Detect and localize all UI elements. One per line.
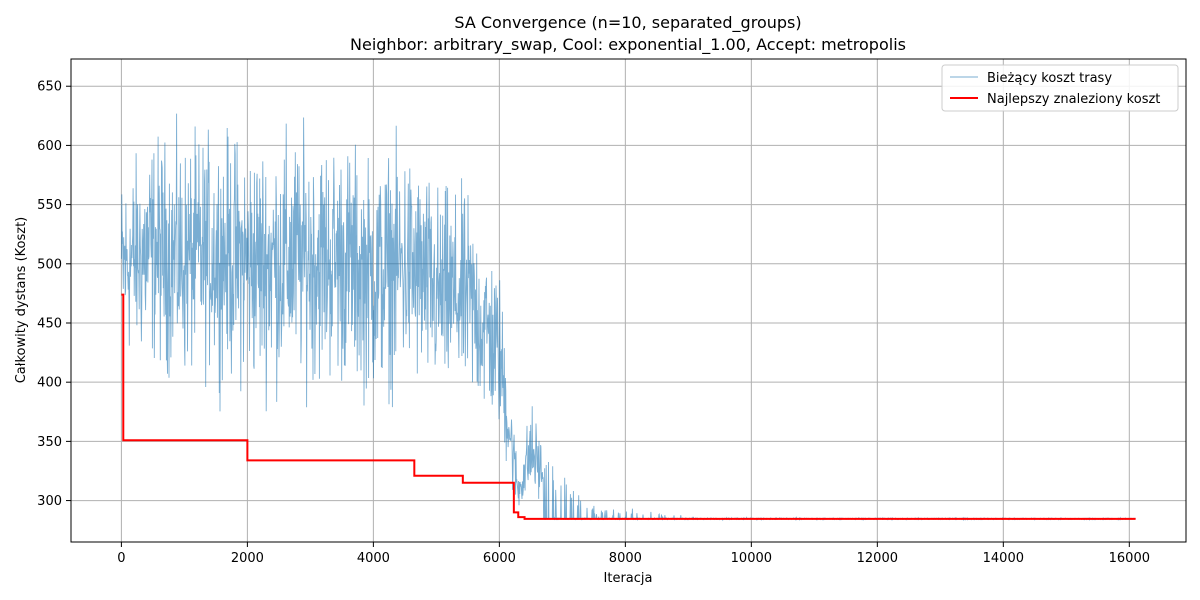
grid-lines [71,59,1186,542]
x-tick-label: 14000 [983,551,1024,566]
legend-box [941,64,1179,112]
legend: Bieżący koszt trasy Najlepszy znaleziony… [941,64,1179,112]
y-axis-ticks: 300 350 400 450 500 550 600 650 [37,80,71,509]
y-tick-label: 600 [37,139,62,154]
y-tick-label: 500 [37,257,62,272]
x-tick-label: 2000 [231,551,264,566]
chart-title: SA Convergence (n=10, separated_groups) [454,13,801,33]
x-tick-label: 10000 [731,551,772,566]
y-tick-label: 300 [37,494,62,509]
x-tick-label: 4000 [357,551,390,566]
y-tick-label: 400 [37,376,62,391]
current-cost-line [120,113,1136,522]
x-tick-label: 0 [117,551,125,566]
y-tick-label: 450 [37,316,62,331]
best-cost-line [121,293,1136,520]
plot-frame [70,58,1187,543]
y-axis-label: Całkowity dystans (Koszt) [14,217,29,384]
x-tick-label: 16000 [1109,551,1150,566]
y-tick-label: 550 [37,198,62,213]
y-tick-label: 350 [37,435,62,450]
series-best-cost [121,293,1136,520]
legend-label-current: Bieżący koszt trasy [987,71,1112,86]
series-current-cost [120,113,1136,522]
x-tick-label: 12000 [857,551,898,566]
y-tick-label: 650 [37,80,62,95]
x-tick-label: 6000 [483,551,516,566]
x-axis-label: Iteracja [604,571,653,586]
chart-subtitle: Neighbor: arbitrary_swap, Cool: exponent… [350,35,906,55]
legend-label-best: Najlepszy znaleziony koszt [987,92,1160,107]
x-tick-label: 8000 [609,551,642,566]
x-axis-ticks: 0 2000 4000 6000 8000 10000 12000 14000 16000 [117,542,1150,566]
